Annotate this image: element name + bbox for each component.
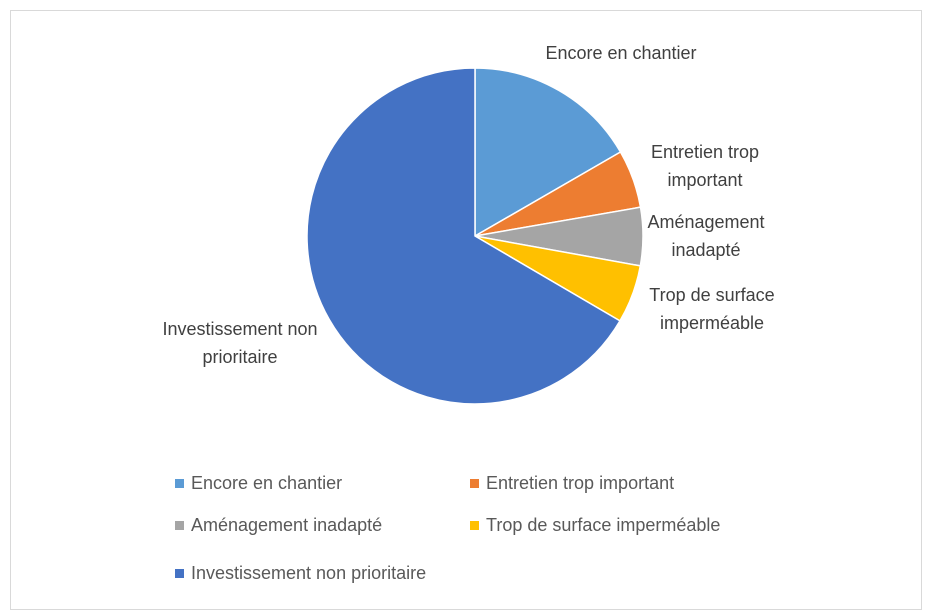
legend-swatch [175,569,184,578]
legend-label: Encore en chantier [191,473,343,493]
pie-slice [474,67,622,238]
legend-swatch [470,479,479,488]
data-label: Trop de surface imperméable [649,285,775,333]
data-label: Aménagement inadapté [647,212,765,260]
legend-item: Encore en chantier [175,473,342,493]
legend-label: Trop de surface imperméable [486,515,721,535]
legend-swatch [470,521,479,530]
data-label: Encore en chantier [545,43,697,63]
legend-item: Entretien trop important [470,473,674,493]
legend-item: Investissement non prioritaire [175,563,426,583]
legend-label: Aménagement inadapté [191,515,383,535]
data-label: Entretien trop important [650,142,760,190]
legend-swatch [175,479,184,488]
legend-item: Trop de surface imperméable [470,515,720,535]
data-label: Investissement non prioritaire [162,319,318,367]
legend-item: Aménagement inadapté [175,515,382,535]
legend-label: Entretien trop important [486,473,675,493]
legend-swatch [175,521,184,530]
pie-slice [306,67,621,405]
legend-label: Investissement non prioritaire [191,563,427,583]
